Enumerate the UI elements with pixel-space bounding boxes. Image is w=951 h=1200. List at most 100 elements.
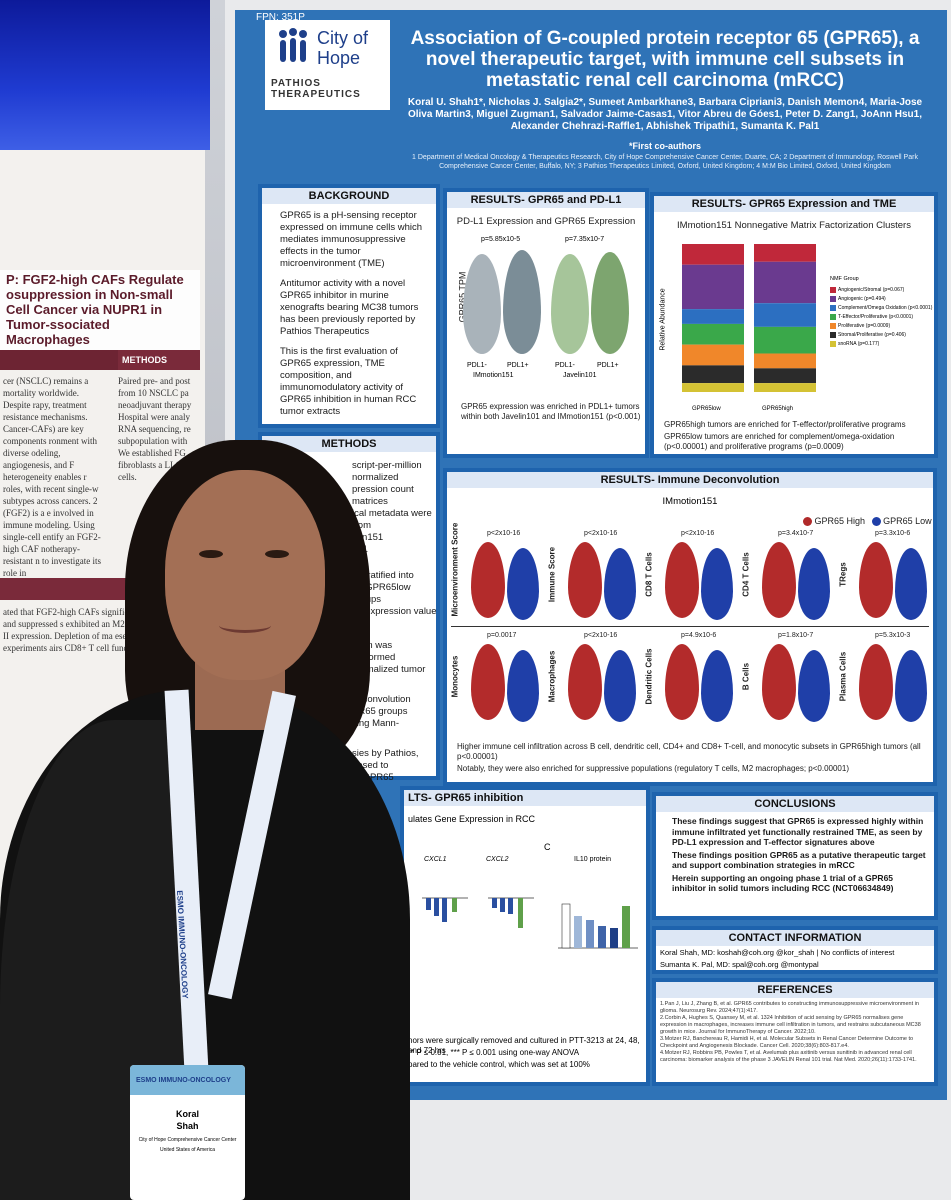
tme-legend-title: NMF Group (830, 276, 859, 282)
violin-gpr65-low (895, 650, 927, 722)
name-badge: ESMO IMMUNO-ONCOLOGY Koral Shah City of … (130, 1065, 245, 1200)
immune-heading: RESULTS- Immune Deconvolution (447, 472, 933, 488)
immune-cell-pvalue: p<2x10-16 (584, 632, 618, 639)
logo-box: City of Hope PATHIOS THERAPEUTICS (265, 20, 390, 110)
background-bullet-1: GPR65 is a pH-sensing receptor expressed… (280, 210, 423, 269)
tme-bar-segment (754, 383, 816, 392)
conclusions-heading: CONCLUSIONS (656, 796, 934, 812)
immune-row-1: Microenvironment Score p<2x10-16 Immune Sc… (447, 522, 933, 626)
violin-gpr65-low (507, 548, 539, 620)
violin-gpr65-high (762, 542, 796, 618)
immune-cell-label: TRegs (838, 562, 848, 587)
tme-legend-item: Angiogenic/Stromal (p=0.067) (830, 286, 936, 295)
tme-bar-segment (754, 353, 816, 369)
immune-subtitle: IMmotion151 (662, 496, 718, 507)
poster-title: Association of G-coupled protein recepto… (410, 28, 920, 91)
pdl1-group-1: IMmotion151 (473, 372, 514, 379)
tme-xlabel-low: GPR65low (692, 406, 721, 412)
methods-line-11: ation was performed (352, 640, 396, 663)
reference-2: 2.Corbin A, Hughes S, Quansey M, et al. … (660, 1015, 921, 1035)
immune-divider (451, 626, 929, 627)
violin-jav-pdl1-pos (591, 252, 629, 354)
tme-legend-swatch (830, 313, 836, 320)
contact-heading: CONTACT INFORMATION (656, 930, 934, 946)
pdl1-panel: RESULTS- GPR65 and PD-L1 PD-L1 Expressio… (443, 188, 649, 458)
inhibition-footer-3: pared to the vehicle control, which was … (408, 1060, 590, 1069)
methods-line-12: normalized tumor (352, 664, 426, 675)
inhibition-subtitle: ulates Gene Expression in RCC (408, 814, 536, 824)
background-bullet-2: Antitumor activity with a novel GPR65 in… (280, 278, 419, 337)
immune-cell-label: Microenvironment Score (450, 522, 460, 617)
bar-gpr65-low (682, 244, 744, 392)
inhibition-panel-c-label: C (544, 842, 551, 852)
il10-label: IL10 protein (574, 856, 611, 863)
conclusion-1: These findings suggest that GPR65 is exp… (672, 816, 924, 847)
tme-legend-label: T-Effector/Proliferative (p<0.0001) (838, 314, 914, 320)
tme-legend-swatch (830, 340, 836, 347)
violin-gpr65-high (762, 644, 796, 720)
person-eye-left (199, 550, 223, 558)
violin-gpr65-low (798, 650, 830, 722)
violin-gpr65-high (471, 644, 505, 720)
violin-gpr65-low (701, 548, 733, 620)
conclusion-3: Herein supporting an ongoing phase 1 tri… (672, 872, 894, 894)
immune-cell-plot: Plasma Cells p=5.3x10-3 (835, 632, 932, 728)
immune-cell-plot: B Cells p=1.8x10-7 (738, 632, 835, 728)
immune-panel: RESULTS- Immune Deconvolution IMmotion15… (443, 468, 937, 786)
pdl1-x1: PDL1- (467, 362, 487, 369)
methods-line-7: e stratified into (352, 570, 414, 581)
city-of-hope-logo-text: City of Hope (317, 28, 369, 68)
methods-line-15: sing Mann- (352, 718, 399, 729)
left-poster-methods-heading: METHODS (118, 350, 200, 370)
tme-legend-label: Proliferative (p=0.0009) (838, 323, 891, 329)
person-smile (219, 618, 271, 633)
tme-bar-segment (682, 264, 744, 310)
inhibition-heading: LTS- GPR65 inhibition (404, 790, 646, 806)
badge-first-name: Koral (175, 1109, 199, 1119)
tme-legend-label: Stromal/Proliferative (p=0.406) (838, 332, 906, 338)
legend-low-label: GPR65 Low (883, 516, 932, 526)
pdl1-x2: PDL1+ (507, 362, 529, 369)
violin-gpr65-low (507, 650, 539, 722)
violin-gpr65-low (701, 650, 733, 722)
violin-gpr65-high (471, 542, 505, 618)
inhibition-footer-1: nors were surgically removed and culture… (408, 1036, 640, 1055)
conclusions-panel: CONCLUSIONS These findings suggest that … (652, 792, 938, 920)
violin-gpr65-low (604, 650, 636, 722)
pathios-logo-text: PATHIOS THERAPEUTICS (271, 78, 361, 100)
methods-line-16: sies by Pathios, (352, 748, 419, 759)
tme-legend-item: snoRNA (p=0.177) (830, 340, 936, 349)
immune-cell-pvalue: p<2x10-16 (584, 530, 618, 537)
tme-bar-segment (682, 344, 744, 366)
contact-line-2: Sumanta K. Pal, MD: spal@coh.org @montyp… (660, 960, 819, 969)
background-bullet-3: This is the first evaluation of GPR65 ex… (280, 346, 417, 417)
tme-legend-item: Angiogenic (p=0.494) (830, 295, 936, 304)
methods-line-2: pression count matrices (352, 484, 414, 507)
methods-line-13: deconvolution (352, 694, 411, 705)
legend-high-dot (803, 517, 812, 527)
reference-3: 3.Motzer RJ, Banchereau R, Hamidi H, et … (660, 1036, 914, 1049)
tme-legend-label: Angiogenic/Stromal (p=0.067) (838, 287, 905, 293)
methods-line-9: an expression value (352, 606, 437, 617)
tme-bar-segment (682, 244, 744, 265)
immune-row-2: Monocytes p=0.0017 Macrophages p<2x10-16 Den… (447, 632, 933, 728)
reference-1: 1.Pan J, Liu J, Zhang B, et al. GPR65 co… (660, 1001, 919, 1014)
tme-note-2: GPR65low tumors are enriched for complem… (664, 432, 895, 451)
immune-cell-label: Dendritic Cells (644, 648, 654, 705)
tme-legend-item: Proliferative (p=0.0009) (830, 322, 936, 331)
reference-4: 4.Motzer RJ, Robbins PB, Powles T, et al… (660, 1050, 917, 1063)
inhibition-footer-2: ** P ≤ 0.01, *** P ≤ 0.001 using one-way… (408, 1048, 580, 1057)
tme-legend-label: Angiogenic (p=0.494) (838, 296, 886, 302)
left-poster-methods-text: Paired pre- and post from 10 NSCLC pa ne… (118, 376, 192, 482)
tme-stacked-bars (682, 244, 816, 392)
methods-line-18: of GPR65 (352, 772, 394, 783)
tme-legend-swatch (830, 295, 836, 302)
immune-cell-pvalue: p=4.9x10-6 (681, 632, 717, 639)
background-heading: BACKGROUND (262, 188, 436, 204)
contact-line-1: Koral Shah, MD: koshah@coh.org @kor_shah… (660, 948, 895, 957)
badge-country: United States of America (159, 1147, 216, 1153)
badge-header (130, 1065, 245, 1095)
tme-bar-segment (754, 303, 816, 327)
violin-jav-pdl1-neg (551, 254, 589, 354)
immune-note-1: Higher immune cell infiltration across B… (457, 742, 921, 761)
